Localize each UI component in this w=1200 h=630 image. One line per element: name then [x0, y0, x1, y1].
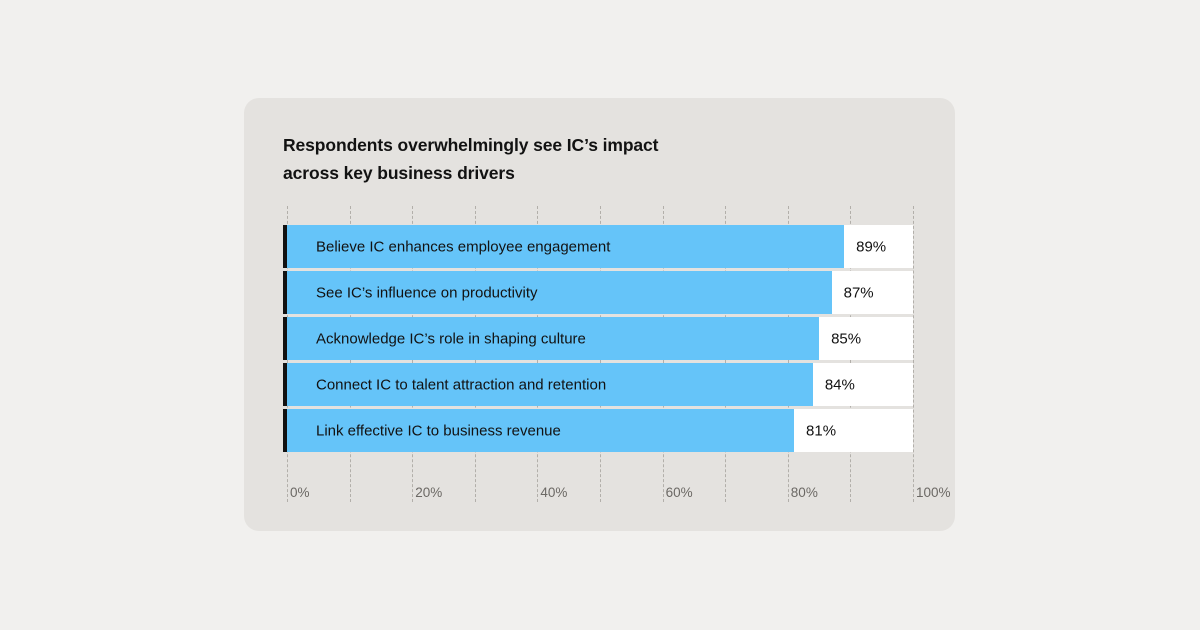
- bar: [287, 271, 832, 314]
- bar: [287, 317, 820, 360]
- x-axis-tick-label: 0%: [290, 485, 310, 500]
- x-axis-tick-label: 20%: [415, 485, 443, 500]
- bar-row: See IC’s influence on productivity 87%: [283, 271, 913, 314]
- bar-label: See IC’s influence on productivity: [316, 284, 538, 301]
- bar-row: Acknowledge IC’s role in shaping culture…: [283, 317, 913, 360]
- x-axis-tick-label: 60%: [665, 485, 693, 500]
- bar-chart: Believe IC enhances employee engagement 8…: [283, 206, 951, 502]
- chart-title-line-2: across key business drivers: [283, 163, 515, 183]
- bar-value: 87%: [843, 284, 874, 301]
- x-axis-tick-label: 100%: [916, 485, 951, 500]
- x-axis-tick-label: 80%: [790, 485, 818, 500]
- bar-row: Connect IC to talent attraction and rete…: [283, 363, 913, 406]
- bar-label: Believe IC enhances employee engagement: [316, 238, 611, 255]
- chart-title-line-1: Respondents overwhelmingly see IC’s impa…: [283, 135, 659, 155]
- bar-value: 85%: [831, 330, 862, 347]
- bar-row: Link effective IC to business revenue 81%: [283, 409, 913, 452]
- bar-label: Connect IC to talent attraction and rete…: [316, 376, 607, 393]
- bar: [287, 225, 845, 268]
- bar-label: Link effective IC to business revenue: [316, 422, 561, 439]
- bar: [287, 409, 795, 452]
- gridline-100: [913, 206, 914, 502]
- bar-value: 89%: [856, 238, 887, 255]
- bar-label: Acknowledge IC’s role in shaping culture: [316, 330, 586, 347]
- bar-value: 81%: [806, 422, 837, 439]
- bar: [287, 363, 813, 406]
- bar-value: 84%: [824, 376, 855, 393]
- bar-row: Believe IC enhances employee engagement 8…: [283, 225, 913, 268]
- x-axis-tick-label: 40%: [540, 485, 568, 500]
- chart-title: Respondents overwhelmingly see IC’s impa…: [283, 131, 659, 187]
- chart-card: Respondents overwhelmingly see IC’s impa…: [244, 98, 955, 531]
